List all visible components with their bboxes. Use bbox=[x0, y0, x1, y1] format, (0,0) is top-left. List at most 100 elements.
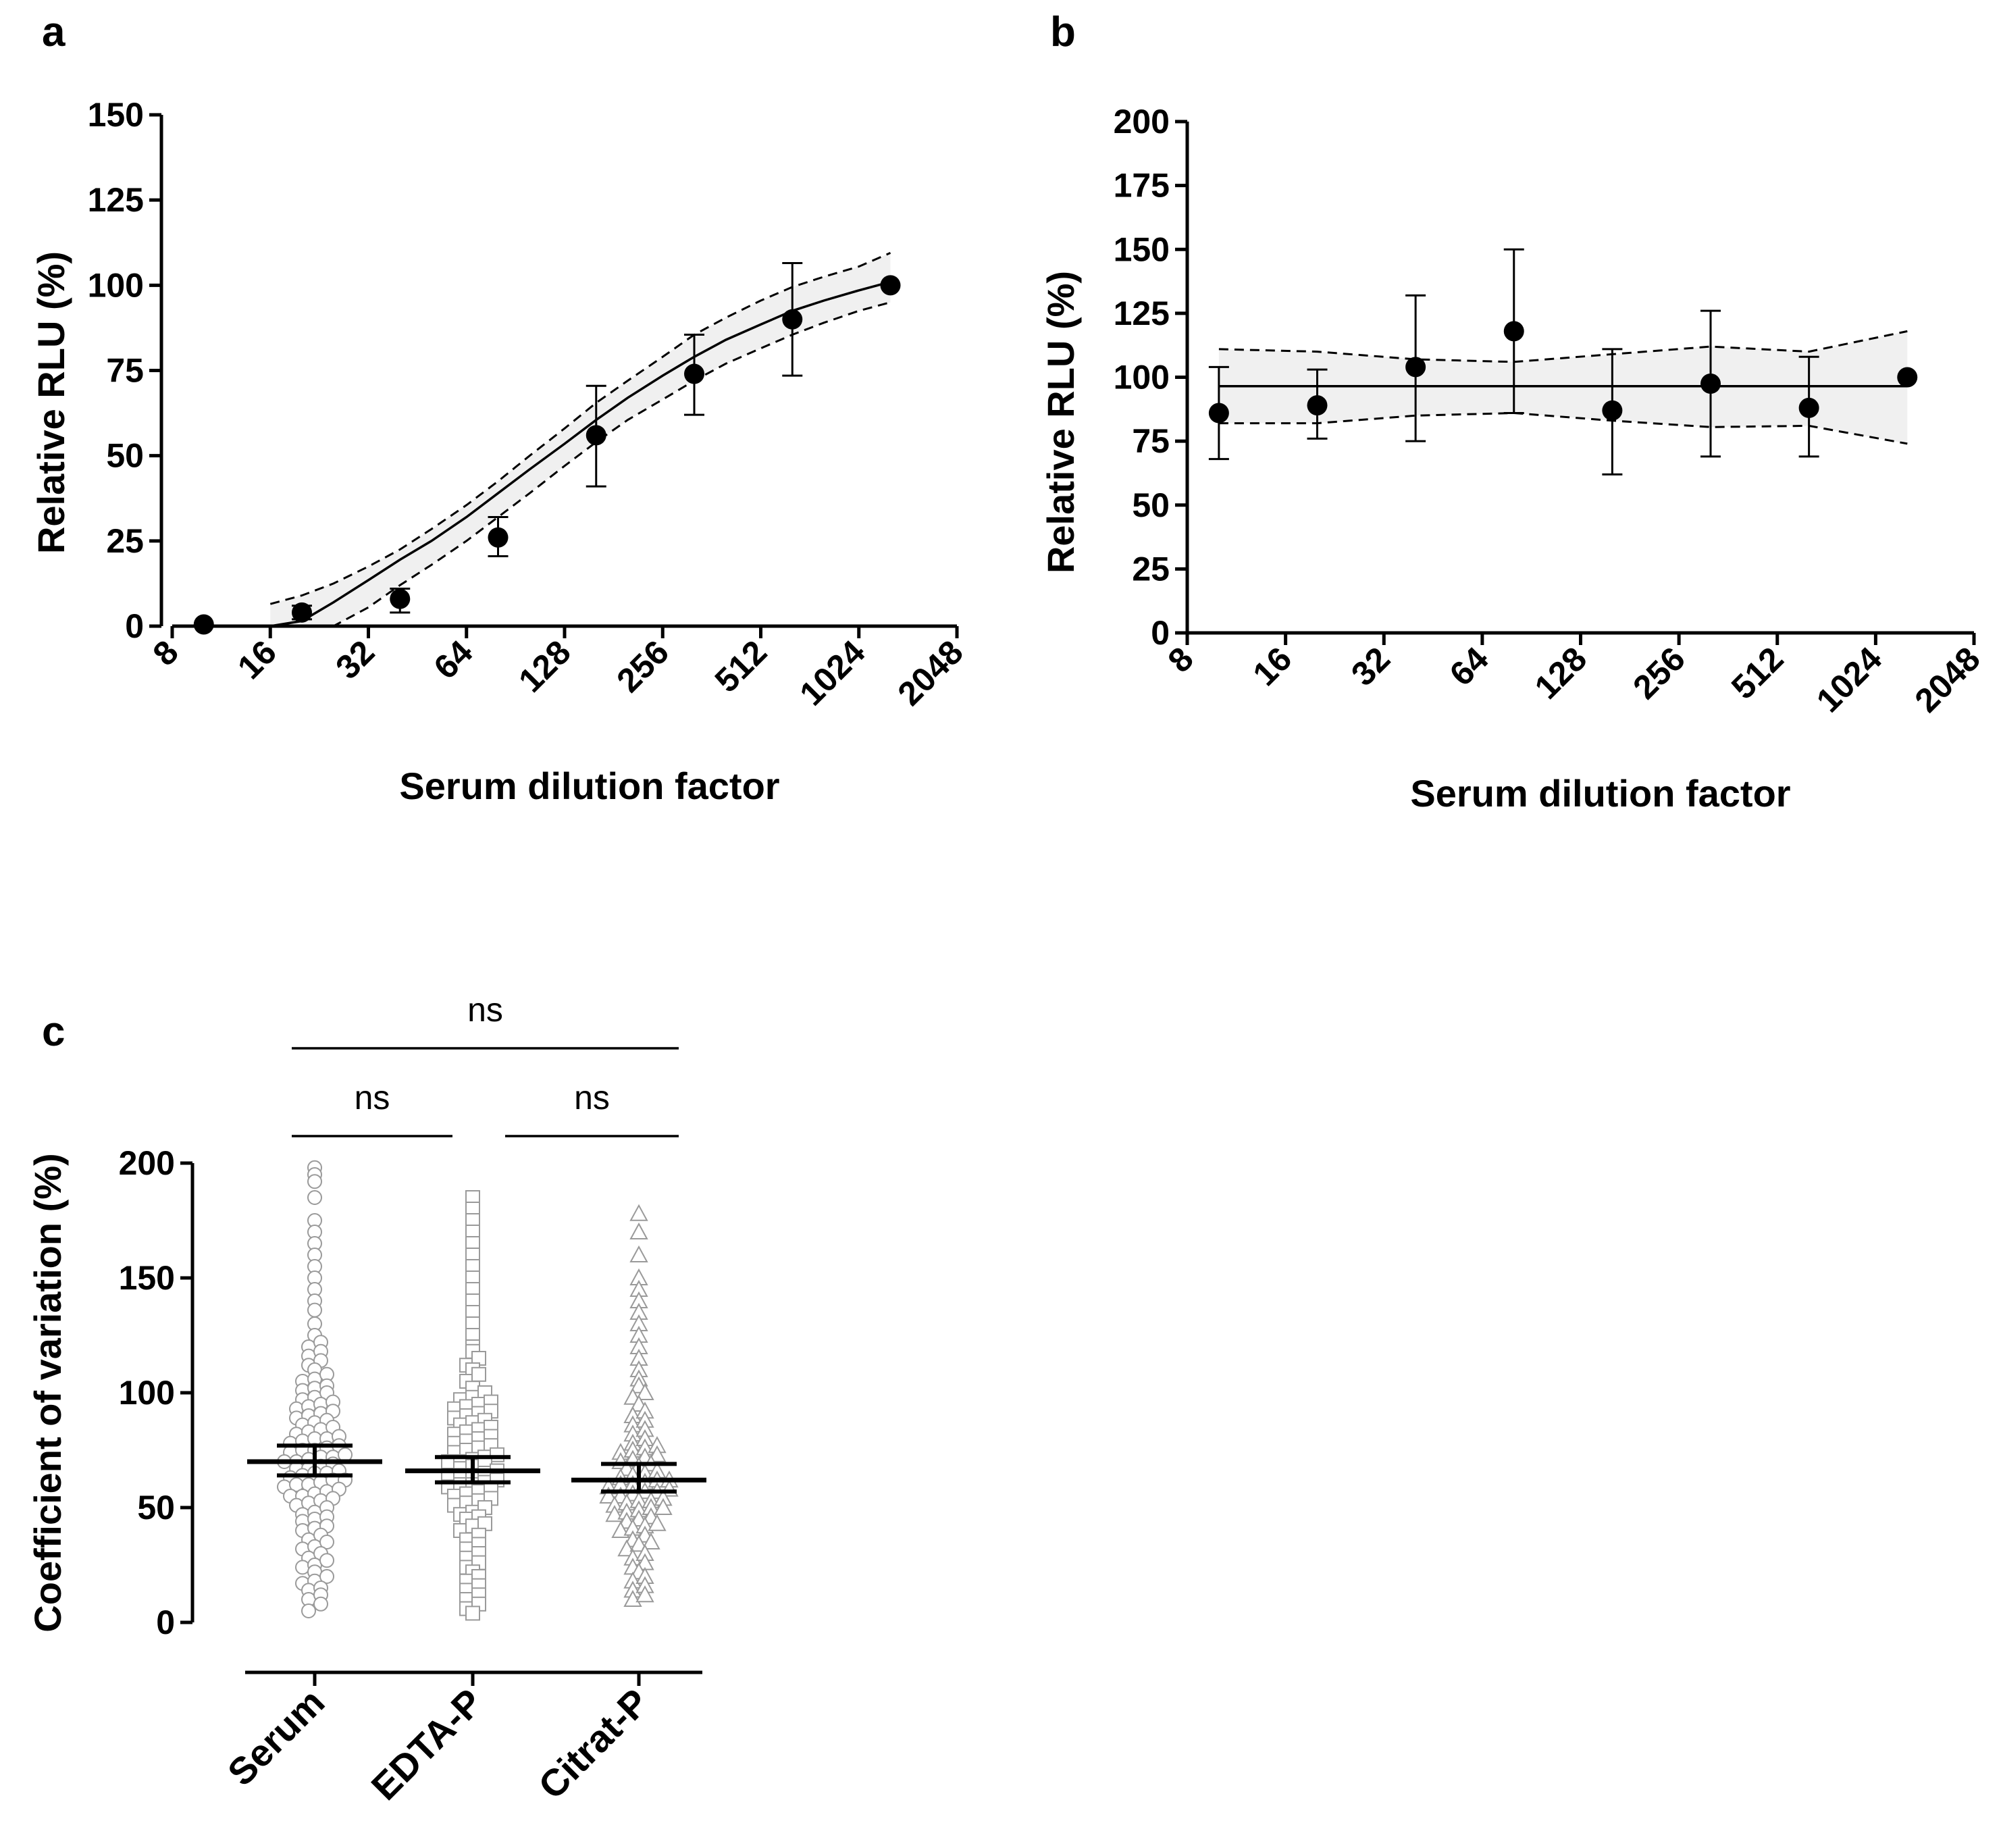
panel-b-ci-lower-line bbox=[1218, 411, 1908, 445]
panel-b-x-axis-title: Serum dilution factor bbox=[1410, 772, 1790, 815]
panel-c-point-citrat bbox=[605, 1505, 624, 1522]
panel-a-x-tick-label: 8 bbox=[146, 633, 186, 673]
panel-c-point-edta bbox=[465, 1606, 480, 1621]
panel-b-data-point bbox=[1208, 403, 1229, 424]
panel-c-point-citrat bbox=[642, 1532, 660, 1549]
panel-b-y-tick-label: 175 bbox=[1114, 167, 1170, 205]
panel-a-letter: a bbox=[42, 9, 66, 55]
panel-c-x-tick-label: Citrat-P bbox=[530, 1680, 657, 1807]
panel-b-data-point bbox=[1503, 321, 1524, 342]
panel-c-significance-label: ns bbox=[467, 991, 503, 1029]
panel-c-point-citrat bbox=[635, 1585, 654, 1603]
panel-b-x-tick-label: 512 bbox=[1724, 640, 1791, 707]
panel-a-data-point bbox=[390, 588, 411, 609]
panel-c-point-citrat bbox=[611, 1520, 630, 1538]
panel-c-letter: c bbox=[42, 1008, 65, 1055]
panel-b-y-tick-label: 50 bbox=[1132, 486, 1170, 524]
panel-b-x-tick-label: 32 bbox=[1344, 640, 1397, 693]
panel-c-point-serum bbox=[319, 1569, 334, 1584]
panel-c-y-tick-label: 100 bbox=[119, 1374, 175, 1412]
panel-c-point-citrat bbox=[599, 1486, 618, 1504]
panel-a-ci-band bbox=[270, 253, 891, 626]
panel-b-y-tick-label: 100 bbox=[1114, 359, 1170, 396]
panel-c-plot: 0 50 100 150 200 Serum EDTA-P Citrat-P ns ns ns bbox=[119, 991, 706, 1808]
panel-a-x-tick-label: 2048 bbox=[891, 633, 970, 713]
panel-c-point-serum bbox=[301, 1603, 316, 1618]
panel-b-y-tick-label: 200 bbox=[1114, 103, 1170, 140]
panel-b-data-point bbox=[1307, 395, 1328, 416]
panel-c-y-tick-label: 200 bbox=[119, 1144, 175, 1182]
panel-b-x-tick-label: 2048 bbox=[1908, 640, 1987, 719]
panel-c-y-axis-title: Coefficient of variation (%) bbox=[26, 1153, 69, 1632]
panel-b-y-tick-label: 150 bbox=[1114, 230, 1170, 268]
panel-b-data-point bbox=[1602, 400, 1623, 421]
panel-a-x-tick-label: 32 bbox=[328, 633, 382, 686]
panel-c-point-citrat bbox=[617, 1539, 636, 1557]
panel-a-y-tick-label: 100 bbox=[88, 266, 144, 304]
panel-a-x-tick-label: 16 bbox=[230, 633, 284, 686]
panel-c-significance-label: ns bbox=[355, 1079, 390, 1116]
panel-c-point-edta bbox=[471, 1366, 486, 1382]
panel-c-point-serum bbox=[313, 1596, 328, 1612]
panel-c-point-serum bbox=[307, 1174, 322, 1189]
panel-b-y-tick-label: 0 bbox=[1151, 614, 1170, 652]
panel-c-point-citrat bbox=[629, 1204, 648, 1221]
panel-c-point-serum bbox=[319, 1535, 334, 1549]
panel-c-y-tick-label: 50 bbox=[137, 1489, 175, 1526]
panel-b-x-tick-label: 256 bbox=[1626, 640, 1692, 707]
panel-a-ci-upper-line bbox=[269, 252, 891, 605]
panel-b-x-tick-label: 64 bbox=[1443, 640, 1496, 693]
panel-a-data-point bbox=[782, 309, 803, 330]
panel-c-point-serum bbox=[295, 1560, 310, 1575]
panel-a-data-point bbox=[193, 614, 214, 635]
panel-a-x-tick-label: 1024 bbox=[792, 633, 872, 713]
panel-b-x-tick-label: 128 bbox=[1528, 640, 1594, 707]
panel-c-point-citrat bbox=[623, 1589, 642, 1607]
panel-b-data-point bbox=[1798, 397, 1819, 418]
panel-b-ci-upper-line bbox=[1218, 330, 1908, 363]
panel-a-y-tick-label: 25 bbox=[106, 522, 144, 560]
panel-b-x-tick-label: 1024 bbox=[1809, 640, 1889, 719]
panel-a-x-tick-label: 512 bbox=[708, 633, 775, 700]
panel-c-point-citrat bbox=[629, 1222, 648, 1239]
panel-b-letter: b bbox=[1050, 9, 1076, 55]
panel-a-plot: 0 25 50 75 100 125 150 8 16 32 64 128 256 512 1024 2048 bbox=[88, 96, 970, 713]
panel-a-data-point bbox=[586, 425, 606, 446]
panel-b-data-point bbox=[1405, 357, 1426, 378]
panel-b-x-tick-label: 16 bbox=[1245, 640, 1299, 693]
panel-c-point-serum bbox=[319, 1553, 334, 1568]
panel-c-point-citrat bbox=[629, 1245, 648, 1262]
panel-c-point-serum bbox=[307, 1302, 322, 1318]
panel-a-x-tick-label: 128 bbox=[511, 633, 578, 700]
panel-c-point-citrat bbox=[654, 1497, 673, 1515]
panel-b-data-point bbox=[1897, 367, 1918, 388]
panel-a-y-tick-label: 150 bbox=[88, 96, 144, 134]
panel-a-data-point bbox=[488, 527, 509, 548]
panel-c-point-citrat bbox=[648, 1514, 667, 1531]
panel-a-x-tick-label: 64 bbox=[427, 633, 480, 686]
panel-a-y-tick-label: 75 bbox=[106, 352, 144, 390]
panel-c-y-tick-label: 150 bbox=[119, 1259, 175, 1297]
panel-a-data-point bbox=[292, 602, 313, 623]
panel-b-y-axis-title: Relative RLU (%) bbox=[1039, 271, 1082, 573]
panel-a-x-axis-title: Serum dilution factor bbox=[399, 765, 779, 807]
panel-a-y-tick-label: 125 bbox=[88, 181, 144, 219]
panel-a-y-axis-title: Relative RLU (%) bbox=[30, 251, 72, 554]
panel-a-ci-lower-line bbox=[270, 301, 891, 627]
panel-c-point-citrat bbox=[629, 1535, 648, 1552]
panel-b-ci-band bbox=[1218, 331, 1908, 444]
panel-b-y-tick-label: 125 bbox=[1114, 294, 1170, 332]
panel-a: a 0 25 50 75 100 125 150 8 16 32 64 128 256 512 1024 20… bbox=[30, 9, 970, 807]
panel-a-x-tick-label: 256 bbox=[609, 633, 676, 700]
panel-b-data-point bbox=[1700, 373, 1721, 394]
panel-c-x-tick-label: EDTA-P bbox=[363, 1680, 490, 1808]
panel-a-data-point bbox=[684, 363, 705, 384]
panel-c-point-citrat bbox=[635, 1383, 654, 1400]
panel-c-point-serum bbox=[307, 1190, 322, 1205]
panel-b-y-tick-label: 25 bbox=[1132, 550, 1170, 588]
panel-a-y-tick-label: 50 bbox=[106, 437, 144, 475]
